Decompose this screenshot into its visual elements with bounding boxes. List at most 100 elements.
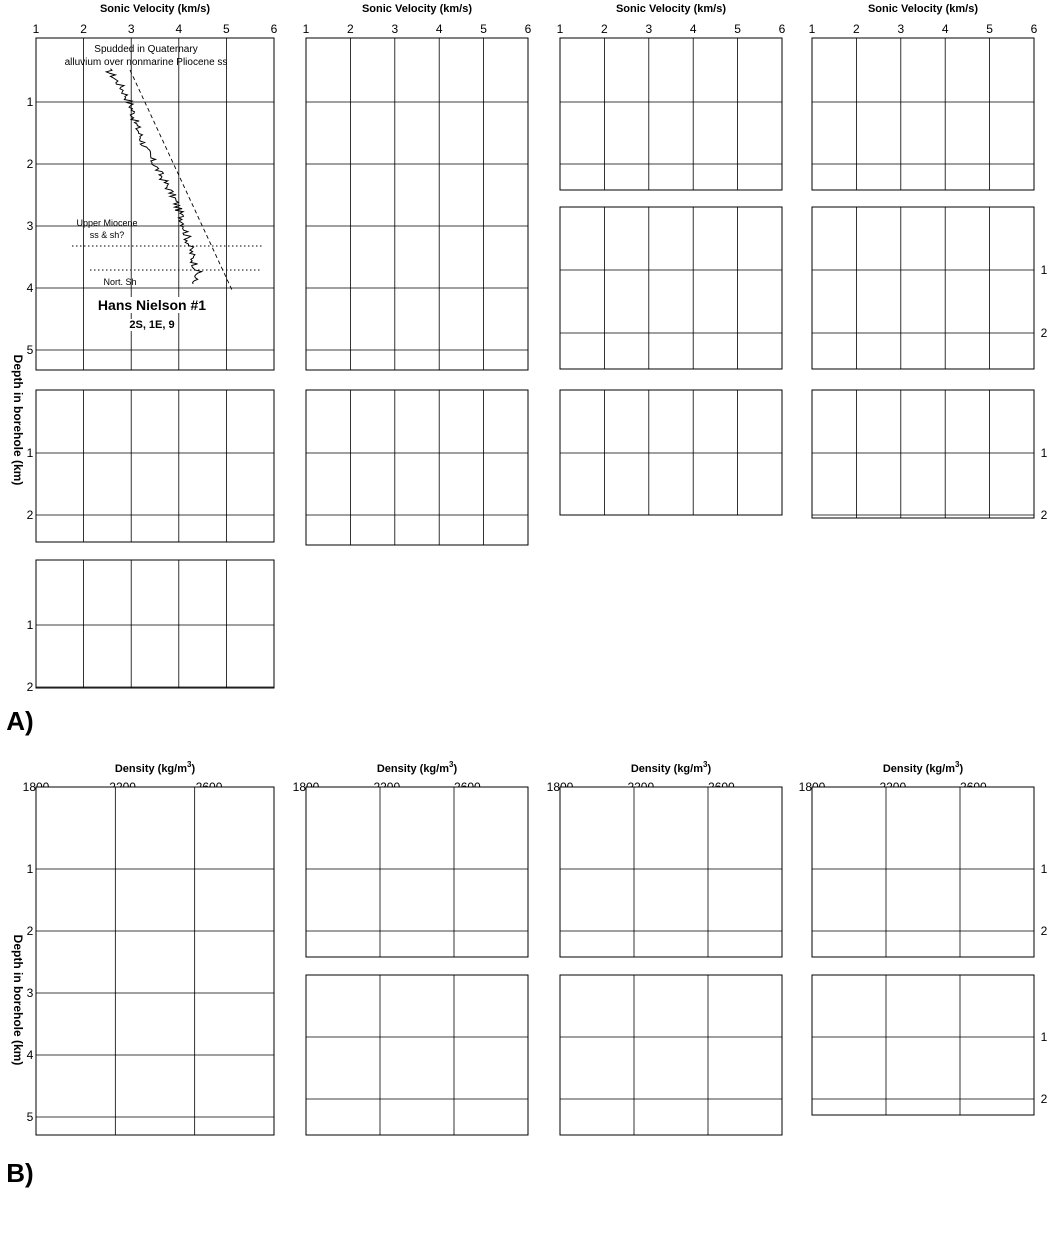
sonic-tick-label: 3 <box>128 22 135 36</box>
sonic-tick-label: 4 <box>690 22 697 36</box>
axis-title-depth-2: Depth in borehole (km) <box>11 935 25 1066</box>
sonic-tick-label: 5 <box>734 22 741 36</box>
panel-frame <box>305 37 529 371</box>
panel-4 <box>107 37 1035 454</box>
panel-13 <box>305 786 529 958</box>
axis-title-density-1: Density (kg/m3) <box>115 760 196 775</box>
panel-frame <box>305 389 529 546</box>
panel-1: A. Gumpert #1Garvanta #1SPRR #1McCulloch… <box>27 37 275 371</box>
axis-title-part: Density (kg/m <box>883 763 955 775</box>
panel-8 <box>305 389 941 851</box>
axis-title-part: Density (kg/m <box>377 763 449 775</box>
sonic-tick-label: 1 <box>33 22 40 36</box>
axis-title-part: 3 <box>187 760 192 769</box>
panel-16 <box>305 974 529 1136</box>
panel-frame <box>559 786 783 958</box>
panel-label: ss & sh? <box>90 230 125 240</box>
panel-12: 1 2 3 4 5 <box>27 786 275 1136</box>
trend-line <box>129 69 233 291</box>
panel-frame: A. Gumpert #1Garvanta #1SPRR #1McCulloch… <box>35 37 275 371</box>
panel-frame <box>811 974 1035 1116</box>
sonic-tick-label: 3 <box>645 22 652 36</box>
panel-label: 2S, 1E, 9 <box>129 319 174 331</box>
axis-title-sonic-2: Sonic Velocity (km/s) <box>362 3 472 15</box>
panel-5 <box>559 206 783 478</box>
panel-frame <box>35 389 275 543</box>
sonic-tick-label: 5 <box>986 22 993 36</box>
panel-label: alluvium over nonmarine Pliocene ss <box>65 57 228 68</box>
depth-tick-label: 1 <box>27 862 34 876</box>
depth-tick-label: 2 <box>27 924 34 938</box>
panel-6: 12 <box>36 206 1048 622</box>
panel-label: Hans Nielson #1 <box>98 297 206 313</box>
axis-title-sonic-4: Sonic Velocity (km/s) <box>868 3 978 15</box>
depth-tick-label: 2 <box>1041 924 1048 938</box>
panel-frame <box>811 786 1035 958</box>
axis-title-part: 3 <box>955 760 960 769</box>
depth-tick-label: 4 <box>27 281 34 295</box>
panel-frame <box>559 974 783 1136</box>
depth-tick-label: 1 <box>1041 1030 1048 1044</box>
depth-tick-label: 2 <box>1041 508 1048 522</box>
label-background <box>127 319 177 331</box>
axis-title-part: ) <box>191 763 195 775</box>
depth-tick-label: 2 <box>27 680 34 694</box>
depth-tick-label: 2 <box>1041 326 1048 340</box>
depth-tick-label: 1 <box>27 618 34 632</box>
panel-frame <box>35 559 275 689</box>
depth-tick-label: 1 <box>1041 446 1048 460</box>
sonic-tick-label: 2 <box>347 22 354 36</box>
sonic-tick-label: 3 <box>391 22 398 36</box>
log-trace <box>104 68 204 285</box>
axis-title-density-3: Density (kg/m3) <box>631 760 712 775</box>
depth-tick-label: 1 <box>1041 263 1048 277</box>
panel-7: 12 <box>27 389 525 899</box>
panel-11: 12 <box>27 559 275 694</box>
panel-17 <box>559 974 783 1136</box>
depth-tick-label: 5 <box>27 1110 34 1124</box>
depth-tick-label: 1 <box>1041 862 1048 876</box>
depth-tick-label: 4 <box>27 1048 34 1062</box>
axis-title-part: ) <box>959 763 963 775</box>
sonic-tick-label: 4 <box>175 22 182 36</box>
sonic-tick-label: 1 <box>809 22 816 36</box>
sonic-tick-label: 2 <box>853 22 860 36</box>
depth-tick-label: 5 <box>27 343 34 357</box>
sonic-tick-label: 5 <box>480 22 487 36</box>
depth-tick-label: 2 <box>27 508 34 522</box>
panel-frame <box>811 37 1035 191</box>
depth-tick-label: 2 <box>27 157 34 171</box>
panel-frame <box>559 206 783 370</box>
panel-label: Upper Miocene <box>76 218 137 228</box>
sonic-tick-label: 6 <box>271 22 278 36</box>
panel-frame <box>35 786 275 1136</box>
axis-title-part: ) <box>453 763 457 775</box>
sonic-tick-label: 6 <box>779 22 786 36</box>
sonic-tick-label: 6 <box>525 22 532 36</box>
sonic-tick-label: 1 <box>303 22 310 36</box>
depth-tick-label: 1 <box>27 95 34 109</box>
depth-tick-label: 3 <box>27 219 34 233</box>
panel-frame <box>559 37 783 191</box>
axis-title-part: ) <box>707 763 711 775</box>
sonic-tick-label: 5 <box>223 22 230 36</box>
axis-title-density-2: Density (kg/m3) <box>377 760 458 775</box>
panel-label: Spudded in Quaternary <box>94 44 197 55</box>
sonic-tick-label: 4 <box>436 22 443 36</box>
axis-title-density-4: Density (kg/m3) <box>883 760 964 775</box>
panel-10: 12 <box>811 389 1048 522</box>
axis-title-sonic-1: Sonic Velocity (km/s) <box>100 3 210 15</box>
axis-title-depth-1: Depth in borehole (km) <box>11 355 25 486</box>
axis-title-part: 3 <box>703 760 708 769</box>
section-label-b: B) <box>6 1158 33 1188</box>
panel-frame <box>305 974 529 1136</box>
panel-frame <box>811 389 1035 519</box>
panel-label: Nort. Sh <box>103 277 136 287</box>
axis-title-part: Density (kg/m <box>631 763 703 775</box>
panel-frame <box>305 786 529 958</box>
sonic-tick-label: 3 <box>897 22 904 36</box>
panel-15: 12 <box>811 786 1048 958</box>
sonic-tick-label: 1 <box>557 22 564 36</box>
